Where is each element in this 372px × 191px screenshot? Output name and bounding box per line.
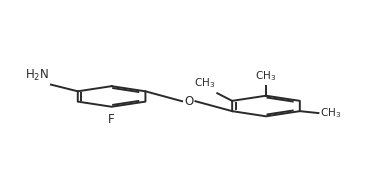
Text: CH$_3$: CH$_3$ — [255, 70, 277, 83]
Text: CH$_3$: CH$_3$ — [320, 106, 341, 120]
Text: H$_2$N: H$_2$N — [25, 68, 49, 83]
Text: CH$_3$: CH$_3$ — [194, 77, 215, 90]
Text: O: O — [184, 95, 193, 108]
Text: F: F — [108, 113, 115, 126]
